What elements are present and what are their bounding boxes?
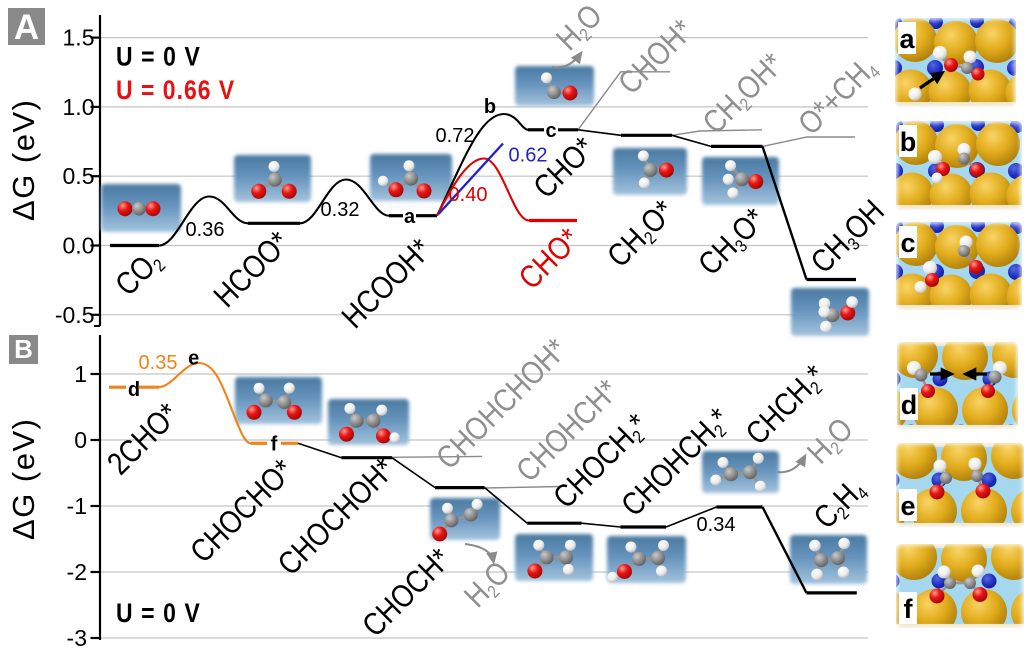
svg-text:-3: -3: [67, 625, 87, 651]
svg-text:A: A: [14, 8, 39, 47]
svg-text:f: f: [271, 433, 278, 455]
svg-text:-2: -2: [67, 559, 87, 585]
svg-text:0.62: 0.62: [509, 145, 548, 167]
svg-text:B: B: [14, 334, 33, 364]
svg-text:c: c: [900, 228, 915, 258]
svg-text:a: a: [404, 206, 416, 228]
svg-text:U = 0.66 V: U = 0.66 V: [116, 75, 235, 105]
svg-text:0.34: 0.34: [697, 514, 736, 536]
svg-text:0.72: 0.72: [436, 125, 475, 147]
svg-text:f: f: [904, 594, 914, 624]
svg-text:-1: -1: [67, 493, 87, 519]
svg-text:0: 0: [74, 427, 87, 453]
svg-text:1.5: 1.5: [63, 25, 95, 51]
svg-text:U = 0 V: U = 0 V: [116, 598, 201, 628]
svg-text:0.35: 0.35: [139, 352, 178, 374]
svg-text:e: e: [900, 491, 915, 521]
svg-text:0.32: 0.32: [321, 199, 360, 221]
svg-text:b: b: [484, 96, 496, 118]
svg-text:c: c: [545, 120, 556, 142]
svg-text:ΔG (eV): ΔG (eV): [6, 418, 41, 541]
svg-text:U = 0 V: U = 0 V: [116, 42, 201, 72]
svg-text:0.40: 0.40: [449, 184, 488, 206]
svg-text:0.36: 0.36: [186, 219, 225, 241]
svg-text:d: d: [128, 379, 140, 401]
svg-text:d: d: [901, 390, 918, 420]
svg-text:e: e: [188, 348, 199, 370]
svg-text:a: a: [899, 24, 915, 54]
svg-text:0.0: 0.0: [63, 233, 95, 259]
svg-text:0.5: 0.5: [63, 163, 95, 189]
svg-text:-0.5: -0.5: [55, 302, 95, 328]
svg-text:1: 1: [74, 361, 87, 387]
svg-text:b: b: [900, 127, 917, 157]
svg-text:ΔG (eV): ΔG (eV): [6, 99, 41, 222]
svg-text:1.0: 1.0: [63, 94, 95, 120]
